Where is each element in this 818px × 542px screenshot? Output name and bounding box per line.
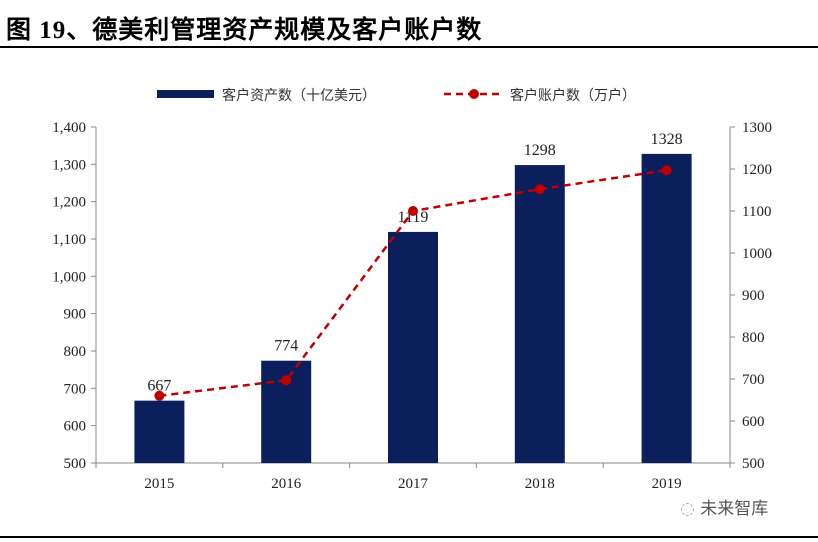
- left-tick-label: 900: [64, 307, 87, 323]
- left-tick-label: 1,300: [52, 157, 86, 173]
- right-tick-label: 1100: [742, 204, 771, 220]
- left-tick-label: 600: [64, 419, 87, 435]
- bar-2015: [134, 400, 185, 463]
- right-tick-label: 1000: [742, 246, 772, 262]
- left-tick-label: 1,400: [52, 120, 86, 136]
- bar-data-label: 774: [274, 338, 298, 355]
- wechat-icon: ◌: [680, 499, 701, 519]
- bar-data-label: 1298: [524, 142, 556, 159]
- account-point-2016: [281, 375, 292, 386]
- x-tick-label: 2019: [652, 476, 682, 492]
- left-tick-label: 500: [64, 456, 87, 472]
- bar-data-label: 1328: [651, 131, 683, 148]
- legend-line-marker: [469, 89, 479, 99]
- bar-2017: [388, 231, 438, 463]
- x-tick-label: 2018: [525, 476, 555, 492]
- bar-2018: [514, 165, 565, 463]
- x-tick-label: 2016: [271, 476, 302, 492]
- right-tick-label: 1300: [742, 120, 772, 136]
- left-tick-label: 1,100: [52, 232, 86, 248]
- figure-title: 图 19、德美利管理资产规模及客户账户数: [6, 17, 483, 44]
- bar-data-label: 667: [147, 378, 171, 395]
- watermark-text: 未来智库: [700, 499, 769, 519]
- left-tick-label: 1,000: [52, 269, 86, 285]
- right-tick-label: 900: [742, 288, 765, 304]
- title-divider: [0, 46, 818, 48]
- watermark: ◌ 未来智库: [680, 494, 768, 519]
- right-tick-label: 800: [742, 330, 765, 346]
- legend-bar-label: 客户资产数（十亿美元）: [222, 87, 376, 104]
- legend-line-label: 客户账户数（万户）: [510, 87, 636, 104]
- x-tick-label: 2017: [398, 476, 429, 492]
- account-point-2017: [408, 206, 418, 216]
- x-tick-label: 2015: [144, 476, 174, 492]
- account-point-2015: [154, 390, 165, 401]
- bar-2019: [641, 153, 692, 463]
- right-tick-label: 600: [742, 414, 765, 430]
- account-point-2019: [661, 165, 672, 176]
- right-tick-label: 500: [742, 456, 765, 472]
- account-point-2018: [534, 184, 545, 195]
- left-tick-label: 1,200: [52, 195, 86, 211]
- left-tick-label: 800: [64, 344, 87, 360]
- bottom-divider: [0, 536, 818, 538]
- legend-bar-swatch: [157, 90, 214, 98]
- right-tick-label: 700: [742, 372, 765, 388]
- left-tick-label: 700: [64, 381, 87, 397]
- right-tick-label: 1200: [742, 162, 772, 178]
